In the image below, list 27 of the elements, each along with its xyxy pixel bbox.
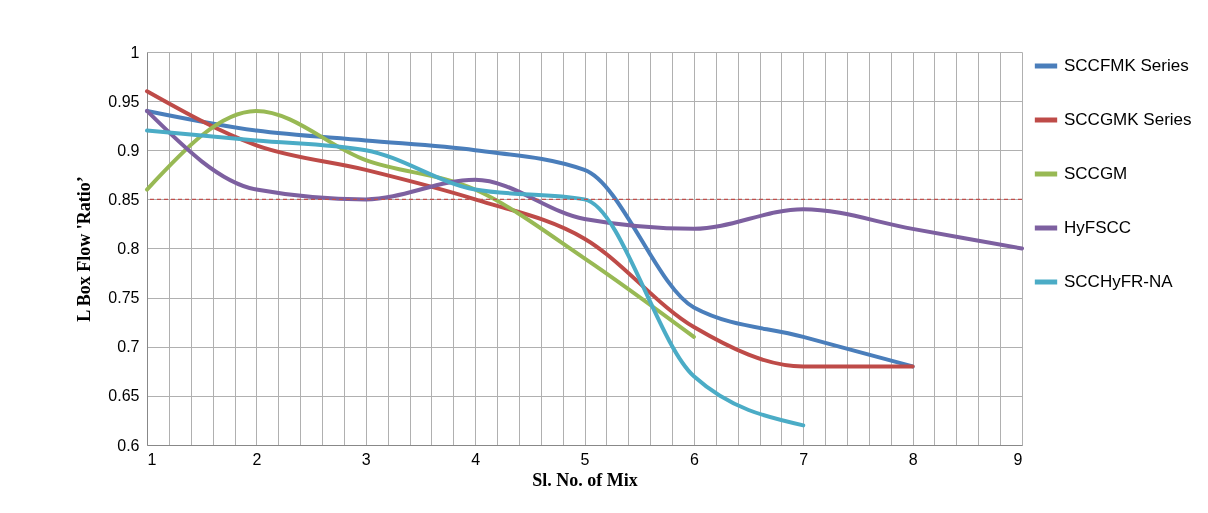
legend-label: SCCGMK Series (1064, 110, 1192, 129)
x-tick-label: 7 (799, 450, 809, 468)
x-tick-label: 9 (1013, 450, 1023, 468)
line-series (145, 108, 1024, 251)
legend-label: SCCHyFR-NA (1064, 272, 1174, 291)
y-tick-label: 1 (130, 43, 140, 61)
legend-label: SCCFMK Series (1064, 56, 1189, 75)
y-tick-label: 0.7 (117, 338, 140, 356)
x-tick-label: 3 (361, 450, 371, 468)
y-tick-label: 0.75 (108, 289, 140, 307)
x-tick-label: 6 (689, 450, 699, 468)
y-tick-label: 0.8 (117, 240, 140, 257)
line-series (145, 128, 806, 428)
x-tick-label: 4 (471, 450, 481, 468)
x-tick-label: 8 (908, 450, 918, 468)
x-tick-label: 5 (580, 450, 590, 468)
y-tick-label: 0.6 (117, 436, 140, 454)
y-tick-label: 0.65 (108, 387, 140, 405)
y-tick-label: 0.9 (117, 141, 140, 159)
x-tick-label: 2 (252, 450, 262, 468)
y-tick-label: 0.95 (108, 92, 140, 110)
x-tick-label: 1 (147, 450, 157, 468)
x-axis-title: Sl. No. of Mix (532, 469, 638, 490)
legend-label: SCCGM (1064, 164, 1128, 183)
y-axis-title: L Box Flow 'Ratio’ (74, 176, 95, 322)
legend-label: HyFSCC (1064, 218, 1132, 237)
y-tick-label: 0.85 (108, 190, 140, 208)
